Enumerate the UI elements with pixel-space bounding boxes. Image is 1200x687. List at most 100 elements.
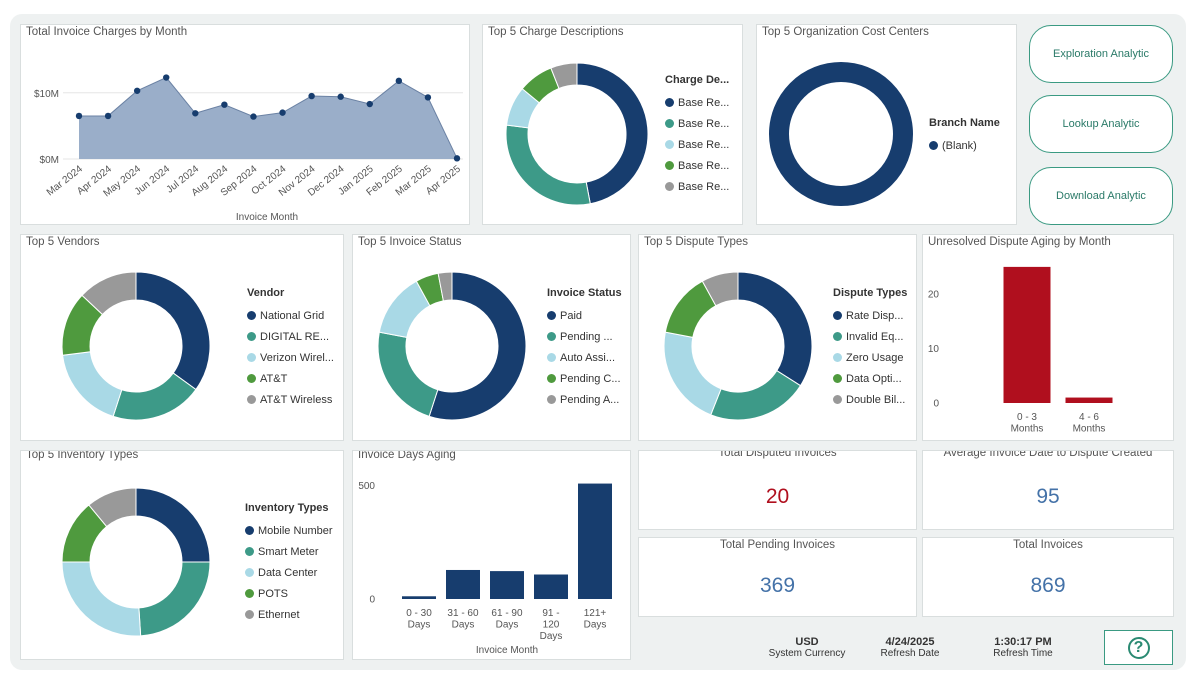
legend-item[interactable]: Paid (547, 305, 622, 326)
x-axis-title: Invoice Month (236, 212, 298, 223)
refresh-time-label: Refresh Time (993, 648, 1053, 659)
kpi-disputed-card[interactable]: Total Disputed Invoices 20 (638, 450, 917, 530)
legend-label: Base Re... (678, 180, 730, 193)
x-tick-label: Days (540, 631, 563, 642)
legend-title: Charge De... (665, 74, 730, 86)
legend-item[interactable]: Base Re... (665, 113, 729, 134)
donut-slice (769, 62, 913, 206)
legend-item[interactable]: Pending ... (547, 326, 622, 347)
kpi-pending-card[interactable]: Total Pending Invoices 369 (638, 537, 917, 617)
charge-descriptions-card[interactable]: Top 5 Charge Descriptions Charge De... Ba… (482, 24, 743, 225)
y-tick-label: 10 (928, 344, 940, 355)
legend-item[interactable]: Data Opti... (833, 368, 907, 389)
legend-swatch-icon (245, 568, 254, 577)
legend-item[interactable]: Auto Assi... (547, 347, 622, 368)
dispute-aging-card[interactable]: Unresolved Dispute Aging by Month 0 10 20 0… (922, 234, 1174, 441)
legend-item[interactable]: Pending C... (547, 368, 622, 389)
legend-item[interactable]: Double Bil... (833, 389, 907, 410)
legend-item[interactable]: Base Re... (665, 155, 729, 176)
legend-item[interactable]: POTS (245, 583, 333, 604)
x-tick-label: Days (584, 620, 607, 631)
card-title: Top 5 Organization Cost Centers (762, 26, 929, 38)
days-aging-card[interactable]: Invoice Days Aging 0 500 0 - 30 Days 31 - 60… (352, 450, 631, 660)
refresh-time-info: 1:30:17 PM Refresh Time (978, 636, 1068, 659)
legend-item[interactable]: Ethernet (245, 604, 333, 625)
legend-item[interactable]: Data Center (245, 562, 333, 583)
vendors-card[interactable]: Top 5 Vendors Vendor National Grid DIGITAL… (20, 234, 344, 441)
legend-item[interactable]: Pending A... (547, 389, 622, 410)
inventory-types-donut (61, 487, 211, 637)
card-title: Unresolved Dispute Aging by Month (928, 236, 1111, 248)
invoice-charges-card[interactable]: Total Invoice Charges by Month $0M $10M Ma… (20, 24, 470, 225)
legend-item[interactable]: Invalid Eq... (833, 326, 907, 347)
lookup-analytic-button[interactable]: Lookup Analytic (1029, 95, 1173, 153)
x-tick-label: 91 - (542, 608, 559, 619)
refresh-time-value: 1:30:17 PM (994, 636, 1052, 648)
x-tick-label: 31 - 60 (447, 608, 479, 619)
kpi-avg-days-card[interactable]: Average Invoice Date to Dispute Created … (922, 450, 1174, 530)
refresh-date-value: 4/24/2025 (885, 636, 935, 648)
x-tick-label: 0 - 3 (1017, 412, 1037, 423)
kpi-total-card[interactable]: Total Invoices 869 (922, 537, 1174, 617)
question-circle-icon: ? (1127, 636, 1150, 659)
exploration-analytic-button[interactable]: Exploration Analytic (1029, 25, 1173, 83)
bar-0-30-days (402, 596, 436, 599)
donut-slice (710, 369, 802, 421)
donut-slice (135, 271, 211, 391)
legend-swatch-icon (547, 395, 556, 404)
charge-descriptions-donut (505, 62, 649, 206)
legend-label: Smart Meter (258, 545, 319, 558)
legend-label: Rate Disp... (846, 309, 904, 322)
legend-label: Auto Assi... (560, 351, 616, 364)
currency-label: System Currency (768, 648, 846, 659)
dispute-types-legend: Dispute Types Rate Disp... Invalid Eq... Ze… (833, 287, 907, 410)
legend-item[interactable]: Base Re... (665, 176, 729, 197)
download-analytic-button[interactable]: Download Analytic (1029, 167, 1173, 225)
legend-swatch-icon (665, 98, 674, 107)
kpi-value: 869 (1030, 574, 1066, 597)
legend-item[interactable]: Zero Usage (833, 347, 907, 368)
card-title: Top 5 Charge Descriptions (488, 26, 624, 38)
legend-item[interactable]: Base Re... (665, 92, 729, 113)
data-point (133, 87, 141, 94)
help-button[interactable]: ? (1104, 630, 1173, 665)
x-tick-label: 121+ (584, 608, 607, 619)
legend-label: Data Center (258, 566, 318, 579)
donut-slice (428, 271, 527, 421)
donut-slice (505, 124, 591, 206)
data-point (395, 77, 403, 85)
legend-label: Base Re... (678, 96, 730, 109)
dispute-types-donut (663, 271, 813, 421)
legend-item[interactable]: Verizon Wirel... (247, 347, 334, 368)
inventory-types-card[interactable]: Top 5 Inventory Types Inventory Types Mob… (20, 450, 344, 660)
data-point (75, 112, 83, 120)
dispute-types-card[interactable]: Top 5 Dispute Types Dispute Types Rate Di… (638, 234, 917, 441)
legend-item[interactable]: DIGITAL RE... (247, 326, 334, 347)
x-tick-label: Months (1073, 424, 1106, 435)
currency-info: USD System Currency (762, 636, 852, 659)
legend-item[interactable]: Smart Meter (245, 541, 333, 562)
legend-item[interactable]: AT&T (247, 368, 334, 389)
bar-121-days (578, 483, 612, 599)
bar-61-90-days (490, 571, 524, 599)
bar-91-120-days (534, 574, 568, 599)
legend-item[interactable]: National Grid (247, 305, 334, 326)
legend-swatch-icon (245, 589, 254, 598)
legend-swatch-icon (833, 332, 842, 341)
legend-item[interactable]: Base Re... (665, 134, 729, 155)
x-tick-label: Days (408, 620, 431, 631)
legend-item[interactable]: (Blank) (929, 135, 1000, 156)
legend-item[interactable]: Mobile Number (245, 520, 333, 541)
legend-title: Invoice Status (547, 287, 622, 299)
legend-swatch-icon (547, 353, 556, 362)
cost-centers-card[interactable]: Top 5 Organization Cost Centers Branch N… (756, 24, 1017, 225)
invoice-status-card[interactable]: Top 5 Invoice Status Invoice Status Paid P… (352, 234, 631, 441)
y-tick-label: 500 (358, 481, 375, 492)
legend-label: Paid (560, 309, 583, 322)
legend-label: Zero Usage (846, 351, 904, 364)
legend-item[interactable]: Rate Disp... (833, 305, 907, 326)
legend-swatch-icon (245, 610, 254, 619)
x-tick-label: Months (1011, 424, 1044, 435)
legend-item[interactable]: AT&T Wireless (247, 389, 334, 410)
